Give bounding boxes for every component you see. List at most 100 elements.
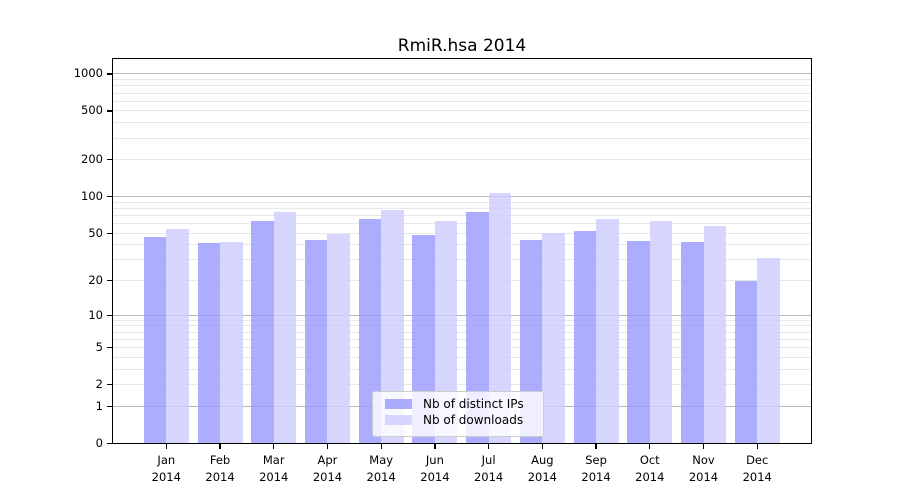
gridline-50: [113, 232, 811, 234]
bar-jan-distinct-ips: [143, 237, 167, 444]
x-tick-jun: [434, 443, 436, 449]
bar-jun-downloads: [434, 220, 458, 444]
gridline-100: [113, 196, 811, 198]
legend-swatch-distinct-ips-icon: [385, 398, 412, 410]
x-tick-year-apr: 2014: [312, 469, 343, 484]
x-tick-feb: [219, 443, 221, 449]
gridline-5: [113, 347, 811, 349]
x-tick-jul: [488, 443, 490, 449]
gridline-9: [113, 319, 811, 321]
x-tick-year-may: 2014: [366, 469, 396, 484]
gridline-500: [113, 110, 811, 112]
x-tick-apr: [326, 443, 329, 449]
y-tick-label-200: 200: [81, 152, 103, 167]
x-tick-label-dec: Dec 2014: [725, 452, 789, 485]
bar-nov-distinct-ips: [681, 242, 704, 444]
y-tick-label-1: 1: [95, 398, 103, 413]
bar-feb-distinct-ips: [197, 243, 221, 444]
gridline-7: [113, 331, 811, 333]
gridline-600: [113, 100, 811, 102]
bar-jul-downloads: [488, 192, 512, 444]
y-tick-label-1000: 1000: [73, 66, 103, 81]
gridline-90: [113, 201, 811, 203]
y-tick-20: [107, 279, 113, 282]
bar-dec-downloads: [757, 258, 780, 444]
gridline-800: [113, 85, 811, 87]
y-tick-100: [107, 195, 113, 198]
y-tick-50: [107, 232, 113, 234]
x-tick-label-may: May 2014: [349, 452, 413, 485]
bar-oct-downloads: [649, 220, 673, 444]
y-tick-0: [107, 442, 113, 444]
x-tick-mar: [273, 443, 275, 449]
y-tick-label-2: 2: [95, 377, 103, 392]
y-tick-200: [107, 159, 113, 161]
bar-may-distinct-ips: [358, 218, 382, 444]
x-tick-dec: [756, 443, 758, 449]
y-tick-label-100: 100: [81, 189, 103, 204]
x-tick-year-dec: 2014: [742, 469, 772, 484]
x-tick-month-dec: Dec: [746, 453, 769, 468]
gridline-400: [113, 122, 811, 124]
x-tick-month-feb: Feb: [209, 453, 231, 468]
gridline-2: [113, 384, 811, 386]
gridline-3: [113, 368, 811, 370]
bar-feb-downloads: [220, 242, 243, 444]
y-tick-1: [107, 405, 113, 407]
bar-jan-downloads: [166, 229, 189, 444]
x-tick-nov: [702, 443, 705, 449]
x-tick-month-oct: Oct: [639, 453, 660, 468]
chart-title: RmiR.hsa 2014: [397, 36, 527, 56]
y-tick-10: [107, 314, 113, 316]
x-tick-year-nov: 2014: [688, 469, 719, 484]
x-tick-month-mar: Mar: [262, 453, 285, 468]
x-tick-label-aug: Aug 2014: [510, 452, 574, 485]
x-tick-label-feb: Feb 2014: [188, 452, 252, 485]
x-tick-label-oct: Oct 2014: [618, 452, 682, 485]
legend-label-distinct-ips: Nb of distinct IPs: [423, 397, 524, 411]
x-tick-month-apr: Apr: [317, 453, 338, 468]
gridline-900: [113, 79, 811, 81]
x-tick-month-nov: Nov: [692, 453, 715, 468]
x-tick-may: [380, 443, 382, 449]
gridline-700: [113, 92, 811, 94]
x-tick-year-sep: 2014: [581, 469, 611, 484]
legend-label-downloads: Nb of downloads: [423, 413, 524, 427]
gridline-70: [113, 214, 811, 216]
y-tick-label-50: 50: [88, 225, 103, 240]
bar-sep-distinct-ips: [573, 231, 597, 444]
gridline-300: [113, 137, 811, 139]
bar-may-downloads: [381, 210, 404, 444]
x-tick-year-feb: 2014: [205, 469, 235, 484]
gridline-1000: [113, 73, 811, 75]
gridline-30: [113, 259, 811, 261]
gridline-20: [113, 280, 811, 282]
gridline-10: [113, 314, 811, 316]
x-tick-year-aug: 2014: [527, 469, 557, 484]
y-tick-5: [107, 346, 113, 349]
x-tick-year-jul: 2014: [473, 469, 504, 484]
legend-swatch-downloads-icon: [385, 414, 412, 426]
y-tick-2: [107, 383, 113, 386]
x-tick-sep: [595, 443, 597, 449]
x-tick-label-jun: Jun 2014: [403, 452, 467, 485]
x-tick-month-jul: Jul: [481, 453, 496, 468]
legend: Nb of distinct IPs Nb of downloads: [372, 391, 544, 437]
x-tick-label-mar: Mar 2014: [242, 452, 306, 485]
x-tick-label-apr: Apr 2014: [295, 452, 359, 485]
bar-mar-distinct-ips: [251, 220, 274, 444]
x-tick-month-jan: Jan: [157, 453, 176, 468]
gridline-200: [113, 159, 811, 161]
bar-mar-downloads: [273, 211, 297, 444]
x-tick-aug: [541, 443, 544, 449]
bar-sep-downloads: [596, 219, 619, 444]
gridline-60: [113, 223, 811, 225]
y-tick-label-500: 500: [81, 103, 103, 118]
y-tick-label-20: 20: [88, 273, 103, 288]
x-tick-label-sep: Sep 2014: [564, 452, 628, 485]
bar-oct-distinct-ips: [627, 241, 650, 444]
y-tick-label-10: 10: [88, 307, 103, 322]
